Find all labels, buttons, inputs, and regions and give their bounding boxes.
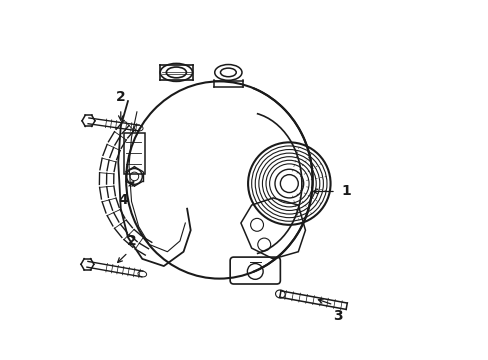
Text: 2: 2 [116, 90, 125, 104]
Text: 4: 4 [118, 193, 128, 207]
Text: 2: 2 [126, 234, 136, 248]
Text: 3: 3 [332, 309, 342, 323]
Text: 1: 1 [341, 184, 350, 198]
